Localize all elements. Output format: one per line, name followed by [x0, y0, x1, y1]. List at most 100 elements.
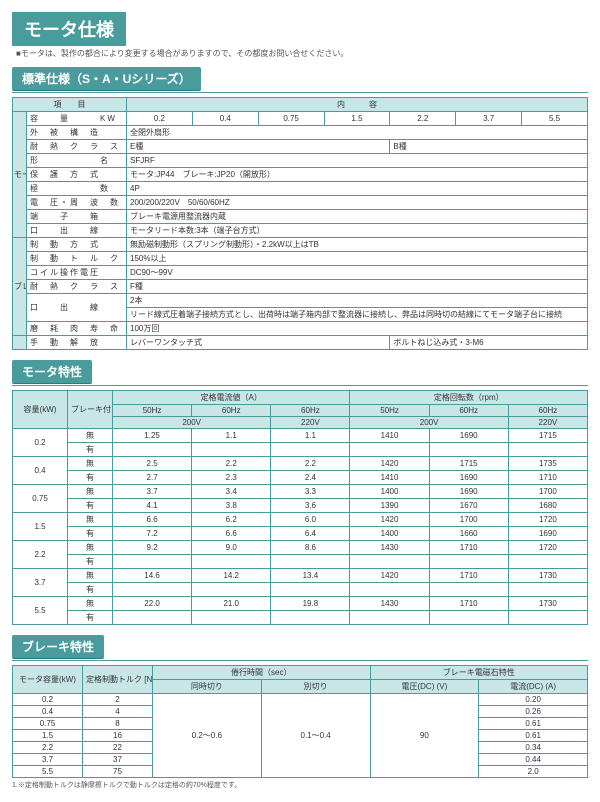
r-blead: 口 出 線 — [27, 294, 127, 322]
bk-cell: 無 — [68, 597, 113, 611]
h60a: 60Hz — [192, 405, 271, 417]
val-cell — [508, 443, 587, 457]
spec-table: 項 目内 容 モータ 容 量 KW 0.20.40.751.52.23.75.5… — [12, 97, 588, 350]
v-rel2: ボルトねじ込み式・3-M6 — [390, 336, 588, 350]
val-cell — [192, 611, 271, 625]
v-type: SFJRF — [127, 154, 588, 168]
val-cell: 14.2 — [192, 569, 271, 583]
val-cell: 1690 — [429, 485, 508, 499]
val-cell — [350, 443, 429, 457]
bdca: 2.0 — [479, 766, 588, 778]
v-ins-r: B種 — [390, 140, 588, 154]
btq: 16 — [83, 730, 153, 742]
val-cell — [508, 555, 587, 569]
val-cell — [271, 555, 350, 569]
val-cell — [350, 611, 429, 625]
r-coil: コイル操作電圧 — [27, 266, 127, 280]
val-cell: 9.2 — [113, 541, 192, 555]
val-cell — [429, 443, 508, 457]
val-cell: 2.4 — [271, 471, 350, 485]
v-pole: 4P — [127, 182, 588, 196]
r-bins: 耐 熱 ク ラ ス — [27, 280, 127, 294]
val-cell: 1410 — [350, 429, 429, 443]
b-cap: モータ容量(kW) — [13, 666, 83, 694]
h50r: 50Hz — [350, 405, 429, 417]
h200a: 200V — [113, 417, 271, 429]
bdca: 0.26 — [479, 706, 588, 718]
val-cell — [429, 611, 508, 625]
val-cell — [429, 583, 508, 597]
v-rel: レバーワンタッチ式 — [127, 336, 390, 350]
r-rel: 手 動 解 放 — [27, 336, 127, 350]
val-cell — [192, 583, 271, 597]
val-cell: 1390 — [350, 499, 429, 513]
bk-cell: 有 — [68, 471, 113, 485]
cap-cell: 0.2 — [13, 429, 68, 457]
b-sep: 別切り — [261, 680, 370, 694]
val-cell: 3.8 — [192, 499, 271, 513]
bk-cell: 有 — [68, 611, 113, 625]
r-prot: 保 護 方 式 — [27, 168, 127, 182]
val-cell: 1730 — [508, 597, 587, 611]
val-cell: 22.0 — [113, 597, 192, 611]
bk-cell: 有 — [68, 443, 113, 457]
val-cell: 7.2 — [113, 527, 192, 541]
val-cell — [271, 583, 350, 597]
val-cell: 1710 — [429, 597, 508, 611]
section2-head: モータ特性 — [12, 360, 92, 384]
h220a: 220V — [271, 417, 350, 429]
bdca: 0.34 — [479, 742, 588, 754]
r-kw: 容 量 KW — [27, 112, 127, 126]
val-cell — [192, 443, 271, 457]
val-cell: 6.0 — [271, 513, 350, 527]
val-cell: 1400 — [350, 527, 429, 541]
h-amp: 定格電流値（A） — [113, 391, 350, 405]
val-cell — [350, 583, 429, 597]
v-blead: 2本 — [127, 294, 588, 308]
hdr-item: 項 目 — [13, 98, 127, 112]
h50a: 50Hz — [113, 405, 192, 417]
val-cell: 1710 — [508, 471, 587, 485]
b-dca: 電流(DC) (A) — [479, 680, 588, 694]
v-blead2: リード線式圧着端子接続方式とし、出荷時は端子箱内部で整流器に接続し、弊品は同時切… — [127, 308, 588, 322]
b-dcv: 電圧(DC) (V) — [370, 680, 479, 694]
val-cell: 1660 — [429, 527, 508, 541]
bsep: 0.1～0.4 — [261, 694, 370, 778]
val-cell: 1715 — [508, 429, 587, 443]
val-cell: 2.7 — [113, 471, 192, 485]
v-frame: 全閉外扇形 — [127, 126, 588, 140]
val-cell: 2.3 — [192, 471, 271, 485]
val-cell: 1.1 — [192, 429, 271, 443]
v-brkm: 無励磁制動形（スプリング制動形）・2.2kW以上はTB — [127, 238, 588, 252]
val-cell: 1720 — [508, 513, 587, 527]
bk-cell: 無 — [68, 485, 113, 499]
val-cell: 1670 — [429, 499, 508, 513]
bk-cell: 無 — [68, 457, 113, 471]
val-cell: 21.0 — [192, 597, 271, 611]
val-cell: 2.2 — [271, 457, 350, 471]
val-cell: 1420 — [350, 513, 429, 527]
h-cap: 容量(kW) — [13, 391, 68, 429]
val-cell: 1735 — [508, 457, 587, 471]
val-cell: 1715 — [429, 457, 508, 471]
h200r: 200V — [350, 417, 508, 429]
val-cell — [113, 611, 192, 625]
val-cell: 4.1 — [113, 499, 192, 513]
b-mag: ブレーキ電磁石特性 — [370, 666, 588, 680]
val-cell: 14.6 — [113, 569, 192, 583]
val-cell — [271, 443, 350, 457]
val-cell: 1.1 — [271, 429, 350, 443]
val-cell: 13.4 — [271, 569, 350, 583]
val-cell: 2.2 — [192, 457, 271, 471]
val-cell — [508, 583, 587, 597]
h60ra: 60Hz — [429, 405, 508, 417]
kw6: 5.5 — [522, 112, 588, 126]
kw5: 3.7 — [456, 112, 522, 126]
val-cell: 1430 — [350, 541, 429, 555]
val-cell: 1.25 — [113, 429, 192, 443]
val-cell: 3.4 — [192, 485, 271, 499]
bcap: 2.2 — [13, 742, 83, 754]
val-cell — [350, 555, 429, 569]
motor-char-table: 容量(kW) ブレーキ付・無 定格電流値（A） 定格回転数（rpm） 50Hz6… — [12, 390, 588, 625]
val-cell: 1410 — [350, 471, 429, 485]
